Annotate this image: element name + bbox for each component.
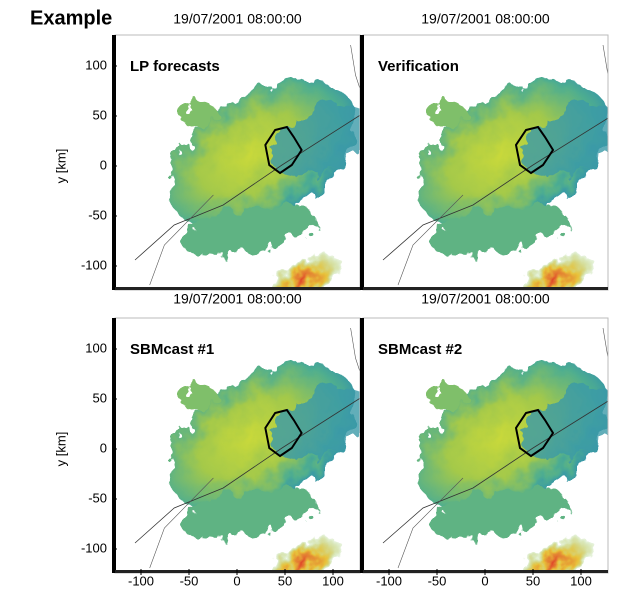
radar-map xyxy=(363,318,608,573)
timestamp: 19/07/2001 08:00:00 xyxy=(173,11,302,27)
panel-left-edge xyxy=(360,35,364,290)
panel-label: SBMcast #2 xyxy=(378,341,462,358)
y-tick-label: -100 xyxy=(81,540,107,555)
panel-left-edge xyxy=(360,318,364,573)
y-axis-label: y [km] xyxy=(53,432,68,467)
x-tick-label: 50 xyxy=(278,573,292,588)
x-tick-label: 100 xyxy=(322,573,344,588)
panel-bottom-edge xyxy=(115,287,360,290)
panel-label: Verification xyxy=(378,58,459,75)
x-tick-label: 0 xyxy=(233,573,240,588)
y-tick-label: -50 xyxy=(88,490,107,505)
slide-title: Example xyxy=(30,7,112,29)
x-tick-label: 0 xyxy=(481,573,488,588)
y-axis-label: y [km] xyxy=(53,149,68,184)
radar-map xyxy=(115,318,360,573)
y-tick-label: 100 xyxy=(85,340,107,355)
x-tick-label: 50 xyxy=(526,573,540,588)
y-tick-label: 100 xyxy=(85,57,107,72)
x-tick-label: -50 xyxy=(180,573,199,588)
x-tick-label: -50 xyxy=(428,573,447,588)
panel-left-edge xyxy=(112,318,116,573)
y-tick-label: 0 xyxy=(100,157,107,172)
y-tick-label: -100 xyxy=(81,257,107,272)
timestamp: 19/07/2001 08:00:00 xyxy=(421,11,550,27)
timestamp: 19/07/2001 08:00:00 xyxy=(421,291,550,307)
y-tick-label: 50 xyxy=(93,107,107,122)
x-tick-label: -100 xyxy=(128,573,154,588)
radar-map xyxy=(363,35,608,290)
radar-map xyxy=(115,35,360,290)
panel-bottom-edge xyxy=(363,287,608,290)
x-tick-label: 100 xyxy=(570,573,592,588)
y-tick-label: 0 xyxy=(100,440,107,455)
panel-label: SBMcast #1 xyxy=(130,341,214,358)
timestamp: 19/07/2001 08:00:00 xyxy=(173,291,302,307)
panel-label: LP forecasts xyxy=(130,58,220,75)
x-tick-label: -100 xyxy=(376,573,402,588)
y-tick-label: 50 xyxy=(93,390,107,405)
y-tick-label: -50 xyxy=(88,207,107,222)
panel-left-edge xyxy=(112,35,116,290)
